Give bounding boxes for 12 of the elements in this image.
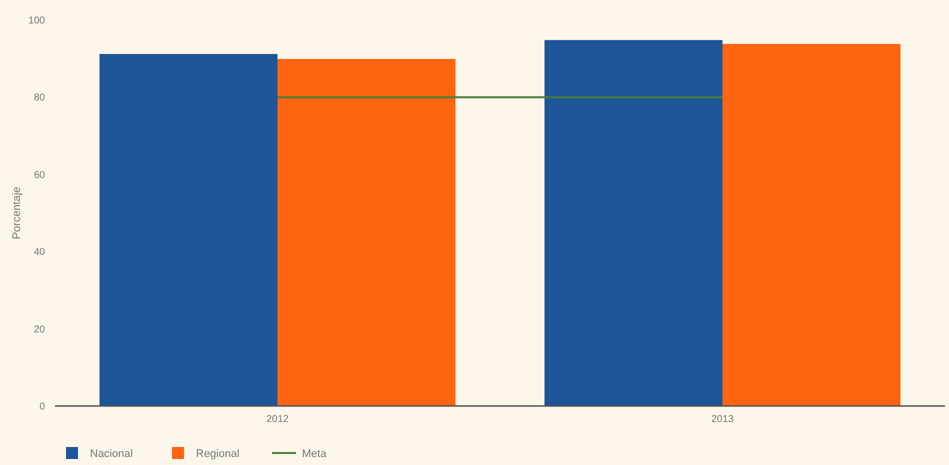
legend-label: Meta (302, 448, 328, 460)
x-tick-label: 2013 (711, 414, 734, 425)
y-tick-label: 80 (34, 92, 46, 104)
y-tick-label: 100 (28, 16, 46, 26)
y-tick-label: 20 (34, 324, 46, 336)
legend-label: Nacional (90, 448, 133, 460)
y-axis-title: Porcentaje (11, 186, 23, 240)
legend-label: Regional (196, 448, 240, 460)
x-tick-label: 2012 (266, 414, 290, 425)
y-tick-label: 40 (34, 247, 46, 258)
y-tick-label: 0 (39, 402, 46, 412)
y-tick-label: 60 (34, 170, 46, 181)
